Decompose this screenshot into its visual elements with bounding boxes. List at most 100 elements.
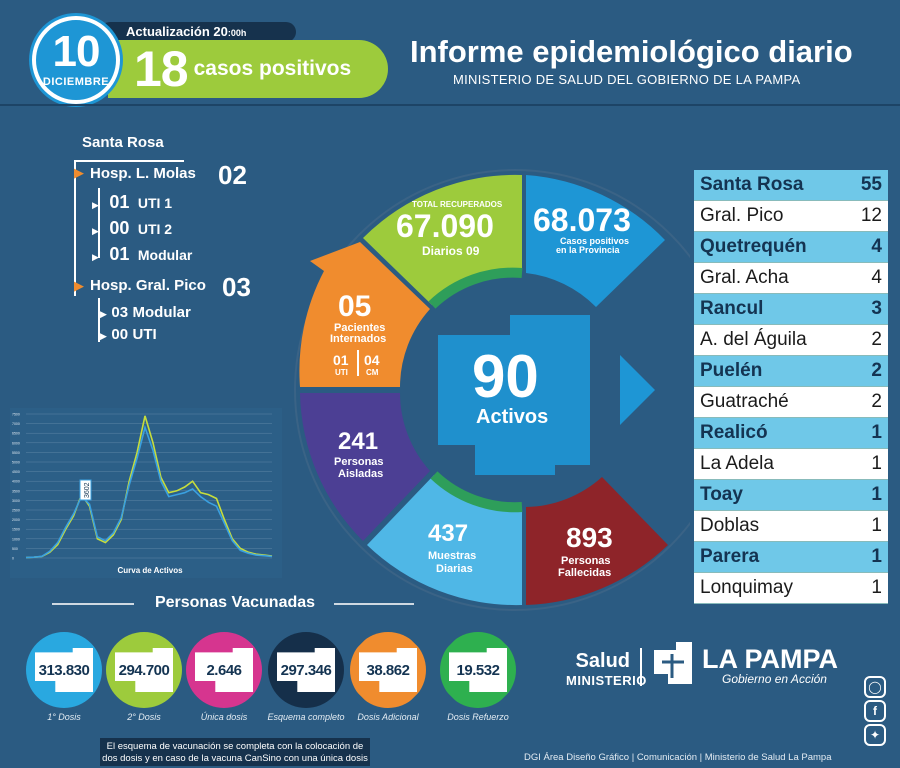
tree-line (98, 298, 100, 342)
vaccines-note-line-1: El esquema de vacunación se completa con… (106, 741, 364, 752)
table-row: Guatraché 2 (694, 387, 888, 418)
page-subtitle: MINISTERIO DE SALUD DEL GOBIERNO DE LA P… (453, 72, 801, 87)
vaccine-badge: 19.532 (440, 632, 516, 708)
chevron-right-icon: ▶ (92, 200, 99, 210)
vaccine-value: 294.700 (118, 661, 170, 679)
table-row: A. del Águila 2 (694, 325, 888, 356)
chart-y-tick: 500 (12, 547, 18, 551)
chart-y-tick: 1000 (12, 537, 20, 541)
vaccine-label: Única dosis (200, 712, 248, 722)
province-map-icon: 297.346 (277, 648, 335, 692)
ministerio-label: MINISTERIO (566, 673, 647, 688)
vaccine-label: Dosis Adicional (357, 712, 419, 722)
vaccine-value: 38.862 (366, 661, 410, 679)
active-value: 90 (472, 343, 539, 410)
table-cell-count: 1 (871, 484, 882, 505)
hospitalized-label-2: Internados (330, 333, 387, 345)
vaccine-label: 1° Dosis (47, 712, 81, 722)
hosp-divider (357, 350, 359, 376)
chart-y-tick: 4000 (12, 480, 20, 484)
table-cell-count: 2 (871, 329, 882, 350)
hospitalized-value: 05 (338, 290, 372, 323)
update-time: 20 (213, 24, 228, 39)
item-label: UTI (132, 326, 157, 343)
table-row: Rancul 3 (694, 294, 888, 325)
hospital-pico-name: Hosp. Gral. Pico (90, 277, 206, 294)
tree-line (74, 160, 184, 162)
tree-line (74, 160, 76, 296)
table-row: Lonquimay 1 (694, 573, 888, 604)
table-cell-count: 1 (871, 577, 882, 598)
table-cell-city: Realicó (700, 422, 768, 443)
vaccine-value: 19.532 (456, 661, 500, 679)
facebook-icon[interactable]: f (864, 700, 886, 722)
table-row: Parera 1 (694, 542, 888, 573)
chart-y-tick: 4500 (12, 470, 20, 474)
table-cell-city: Puelén (700, 360, 763, 381)
chart-y-tick: 6000 (12, 441, 20, 445)
salud-label: Salud (575, 650, 630, 672)
item-label: Modular (137, 247, 193, 263)
active-curve-chart: 7500700065006000550050004500400035003000… (10, 408, 282, 578)
province-map-icon: 19.532 (449, 648, 507, 692)
item-count: 01 (109, 244, 130, 264)
chart-series-line (25, 424, 273, 559)
positives-value: 68.073 (533, 202, 631, 238)
vaccine-label: Dosis Refuerzo (447, 712, 509, 722)
hospitalized-label-1: Pacientes (334, 322, 386, 334)
arrow-right-icon: ▶ (74, 278, 84, 293)
chart-y-tick: 0 (12, 557, 14, 561)
deaths-label-1: Personas (561, 555, 611, 567)
table-cell-count: 4 (871, 236, 882, 257)
center-ring (294, 169, 690, 611)
date-day: 10 (52, 27, 101, 76)
deaths-segment (526, 477, 668, 605)
twitter-icon[interactable]: ✦ (864, 724, 886, 746)
arrow-right-icon: ▶ (74, 165, 84, 180)
table-cell-city: Quetrequén (700, 236, 807, 257)
vaccine-value: 2.646 (206, 661, 242, 679)
isolated-segment (300, 393, 430, 541)
chevron-right-icon: ▶ (92, 252, 99, 262)
hospital-molas-item: ▶ 01 Modular (92, 244, 192, 265)
table-cell-count: 3 (871, 298, 882, 319)
cases-by-city-table: Santa Rosa 55 Gral. Pico 12 Quetrequén 4 Gr… (694, 170, 888, 604)
province-coat-icon (650, 640, 696, 686)
divider-line (52, 603, 134, 605)
chart-y-tick: 1500 (12, 528, 20, 532)
table-cell-city: Lonquimay (700, 577, 793, 598)
vaccine-label: 2° Dosis (127, 712, 161, 722)
samples-label-1: Muestras (428, 550, 477, 562)
table-cell-count: 1 (871, 515, 882, 536)
isolated-label-1: Personas (334, 456, 384, 468)
uti-label: UTI (335, 368, 348, 377)
table-row: Toay 1 (694, 480, 888, 511)
instagram-icon[interactable]: ◯ (864, 676, 886, 698)
cases-positive-pill: 18 casos positivos (108, 40, 388, 98)
table-cell-city: Parera (700, 546, 760, 567)
arrow-right-icon (620, 355, 655, 425)
table-cell-city: Santa Rosa (700, 174, 804, 195)
province-map-icon: 294.700 (115, 648, 173, 692)
item-count: 00 (109, 218, 130, 238)
isolated-label-2: Aisladas (338, 468, 384, 480)
chart-y-tick: 2000 (12, 518, 20, 522)
uti-value: 01 (333, 352, 349, 368)
date-month: DICIEMBRE (42, 76, 110, 88)
inner-ring-accent (430, 471, 523, 513)
chart-y-tick: 6500 (12, 432, 20, 436)
vaccine-label: Esquema completo (267, 712, 345, 722)
cases-label: casos positivos (193, 57, 352, 80)
table-row: Gral. Acha 4 (694, 263, 888, 294)
positives-label-2: en la Provincia (556, 245, 620, 255)
cm-value: 04 (364, 352, 380, 368)
credits: DGI Área Diseño Gráfico | Comunicación |… (524, 752, 832, 763)
salud-logo: Salud MINISTERIO (566, 650, 647, 688)
table-row: Santa Rosa 55 (694, 170, 888, 201)
province-map-icon: 2.646 (195, 648, 253, 692)
chart-marker-label: 3602 (84, 482, 91, 498)
table-row: La Adela 1 (694, 449, 888, 480)
vaccine-badge: 297.346 (268, 632, 344, 708)
item-label: UTI 2 (137, 221, 173, 237)
table-row: Quetrequén 4 (694, 232, 888, 263)
